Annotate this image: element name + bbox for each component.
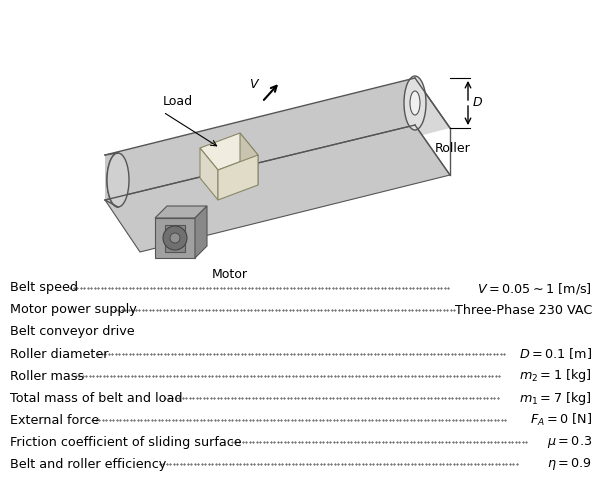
Polygon shape — [195, 206, 207, 258]
Polygon shape — [200, 148, 218, 200]
Text: Motor: Motor — [212, 268, 248, 281]
Ellipse shape — [107, 153, 129, 207]
Text: External force: External force — [10, 414, 99, 426]
Text: Three-Phase 230 VAC: Three-Phase 230 VAC — [455, 303, 592, 317]
Ellipse shape — [410, 91, 420, 115]
Text: $D = 0.1\ \mathrm{[m]}$: $D = 0.1\ \mathrm{[m]}$ — [519, 346, 592, 362]
Polygon shape — [105, 78, 415, 200]
Text: Load: Load — [163, 95, 193, 108]
Polygon shape — [165, 225, 185, 252]
Text: Belt and roller efficiency: Belt and roller efficiency — [10, 458, 166, 470]
Polygon shape — [105, 125, 450, 252]
Polygon shape — [155, 218, 195, 258]
Text: Motor power supply: Motor power supply — [10, 303, 137, 317]
Text: $D$: $D$ — [472, 97, 483, 109]
Text: $m_2 = 1\ \mathrm{[kg]}$: $m_2 = 1\ \mathrm{[kg]}$ — [519, 368, 592, 385]
Text: Belt speed: Belt speed — [10, 281, 78, 294]
Text: Roller mass: Roller mass — [10, 369, 84, 383]
Text: $\eta = 0.9$: $\eta = 0.9$ — [547, 456, 592, 472]
Ellipse shape — [404, 76, 426, 130]
Ellipse shape — [170, 233, 180, 243]
Polygon shape — [240, 133, 258, 185]
Text: Belt conveyor drive: Belt conveyor drive — [10, 325, 134, 339]
Text: $F_A = 0\ \mathrm{[N]}$: $F_A = 0\ \mathrm{[N]}$ — [530, 412, 592, 428]
Text: $V$: $V$ — [250, 78, 260, 92]
Text: $V = 0.05{\sim}1\ \mathrm{[m/s]}$: $V = 0.05{\sim}1\ \mathrm{[m/s]}$ — [477, 280, 592, 295]
Text: $m_1 = 7\ \mathrm{[kg]}$: $m_1 = 7\ \mathrm{[kg]}$ — [519, 390, 592, 407]
Polygon shape — [105, 78, 450, 208]
Polygon shape — [107, 153, 118, 207]
Polygon shape — [155, 206, 207, 218]
Ellipse shape — [163, 226, 187, 250]
Text: Roller: Roller — [435, 142, 471, 155]
Polygon shape — [200, 133, 258, 170]
Text: Roller diameter: Roller diameter — [10, 347, 109, 361]
Polygon shape — [218, 155, 258, 200]
Text: Friction coefficient of sliding surface: Friction coefficient of sliding surface — [10, 436, 242, 448]
Text: $\mu = 0.3$: $\mu = 0.3$ — [547, 434, 592, 450]
Text: Total mass of belt and load: Total mass of belt and load — [10, 392, 182, 405]
